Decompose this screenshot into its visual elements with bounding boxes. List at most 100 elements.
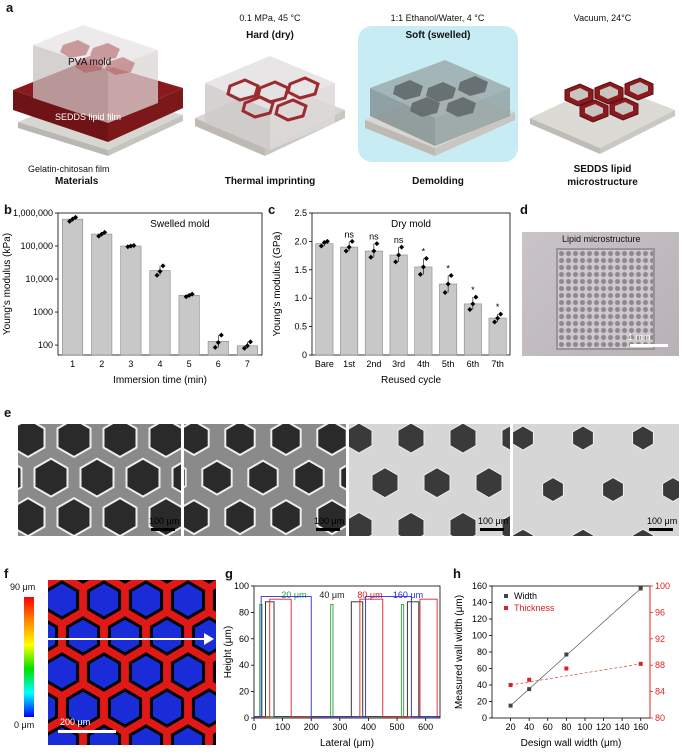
y-tick-label: 10,000 (25, 274, 53, 284)
sem-hole (224, 424, 256, 457)
colorbar-bottom-label: 0 μm (14, 720, 35, 730)
sem-hole (18, 496, 46, 536)
plot-frame (253, 585, 441, 719)
x-tick-label: 1 (70, 359, 75, 369)
x-axis-label: Design wall width (μm) (521, 738, 622, 749)
sem-hex-pattern (513, 425, 679, 536)
y-tick-label: 100,000 (20, 241, 53, 251)
sem-hole (270, 498, 302, 536)
hex-cell (149, 688, 185, 728)
pva-mold-label: PVA mold (68, 57, 112, 68)
data-point (638, 586, 643, 591)
y-tick-label-right: 88 (655, 660, 665, 670)
plot-frame (311, 212, 511, 356)
y-tick-label: 0 (244, 713, 249, 723)
substrate-label: Gelatin-chitosan film (28, 164, 110, 174)
lipid-microstructure-photo (522, 232, 679, 356)
bar (463, 303, 482, 356)
bar (149, 270, 171, 356)
sem-hole (201, 459, 233, 496)
sem-hole (56, 496, 92, 536)
panel-d-scalebar (630, 344, 668, 347)
y-tick-label: 1,000,000 (13, 208, 53, 218)
significance-label: ns (369, 232, 379, 242)
x-tick-label: 5 (187, 359, 192, 369)
profile-line (48, 638, 208, 640)
y-axis-label: Young's modulus (GPa) (272, 232, 283, 337)
panel-letter-d: d (520, 202, 528, 217)
data-point (218, 332, 224, 338)
x-tick-label: Bare (315, 359, 334, 369)
data-point (492, 319, 498, 325)
data-point (343, 248, 349, 254)
legend-label: 160 μm (393, 590, 423, 600)
thermal-imprinting-illustration (195, 56, 345, 156)
data-point (473, 294, 479, 300)
data-point (96, 233, 102, 239)
x-tick-label: 0 (251, 722, 256, 732)
sem-hole (632, 425, 654, 451)
x-tick-label: 140 (615, 722, 630, 732)
x-tick-label: 3 (128, 359, 133, 369)
bar (62, 218, 84, 356)
sem-hole (270, 424, 302, 457)
x-tick-label: 5th (442, 359, 455, 369)
sem-scalebar (649, 528, 673, 531)
bar (414, 266, 433, 356)
x-tick-label: 400 (361, 722, 376, 732)
hex-cell (107, 616, 143, 656)
significance-label: * (471, 285, 475, 295)
stage-3-label: Demolding (412, 176, 464, 187)
hex-cell (128, 652, 164, 692)
hex-cell (160, 580, 174, 584)
sem-hole (662, 477, 679, 503)
hex-cell (76, 580, 90, 584)
sem-hole (572, 425, 594, 451)
x-axis-label: Reused cycle (381, 375, 441, 386)
x-tick-label: 2 (99, 359, 104, 369)
y-tick-label: 1.5 (294, 265, 307, 275)
chart-title: Dry mold (391, 219, 431, 230)
significance-label: * (446, 263, 450, 273)
y-tick-label-left: 80 (477, 647, 487, 657)
sem-hole (339, 464, 346, 491)
data-point (374, 241, 380, 247)
y-tick-label-left: 160 (472, 581, 487, 591)
y-tick-label: 1.0 (294, 293, 307, 303)
hex-cell (48, 580, 57, 582)
chart-g: 0 20 40 60 80 100 0 100 200 300 400 500 600 20 μm 40 μ… (223, 581, 441, 749)
stage-3-state: Soft (swelled) (405, 30, 471, 41)
y-tick-label-left: 140 (472, 598, 487, 608)
sem-hole (293, 459, 325, 496)
sem-scalebar (151, 528, 175, 531)
x-tick-label: 160 (633, 722, 648, 732)
sem-hex-pattern (18, 424, 181, 536)
legend-label: 20 μm (281, 590, 306, 600)
panel-d-caption: Lipid microstructure (562, 234, 641, 244)
y-tick-label: 0 (302, 350, 307, 360)
hex-cell (48, 580, 80, 620)
y-tick-label-left: 40 (477, 680, 487, 690)
y-tick-label-left: 20 (477, 697, 487, 707)
sem-hole (18, 464, 23, 491)
profile-line (254, 598, 440, 718)
y-tick-label: 100 (234, 581, 249, 591)
y-tick-label-left: 60 (477, 664, 487, 674)
sem-scalebar (316, 528, 340, 531)
hex-cell (107, 688, 143, 728)
profile-line (254, 601, 440, 718)
sem-hole (371, 467, 399, 499)
y-tick-label: 100 (38, 340, 53, 350)
panel-letter-a: a (6, 0, 14, 15)
bar (178, 295, 200, 356)
data-point (154, 272, 160, 278)
significance-label: ns (394, 235, 404, 245)
hex-cell (86, 652, 122, 692)
sem-hole (224, 498, 256, 536)
x-tick-label: 4th (417, 359, 430, 369)
data-point (125, 244, 131, 250)
sem-hole (33, 457, 69, 498)
hex-cell (212, 660, 216, 684)
data-point (189, 291, 195, 297)
